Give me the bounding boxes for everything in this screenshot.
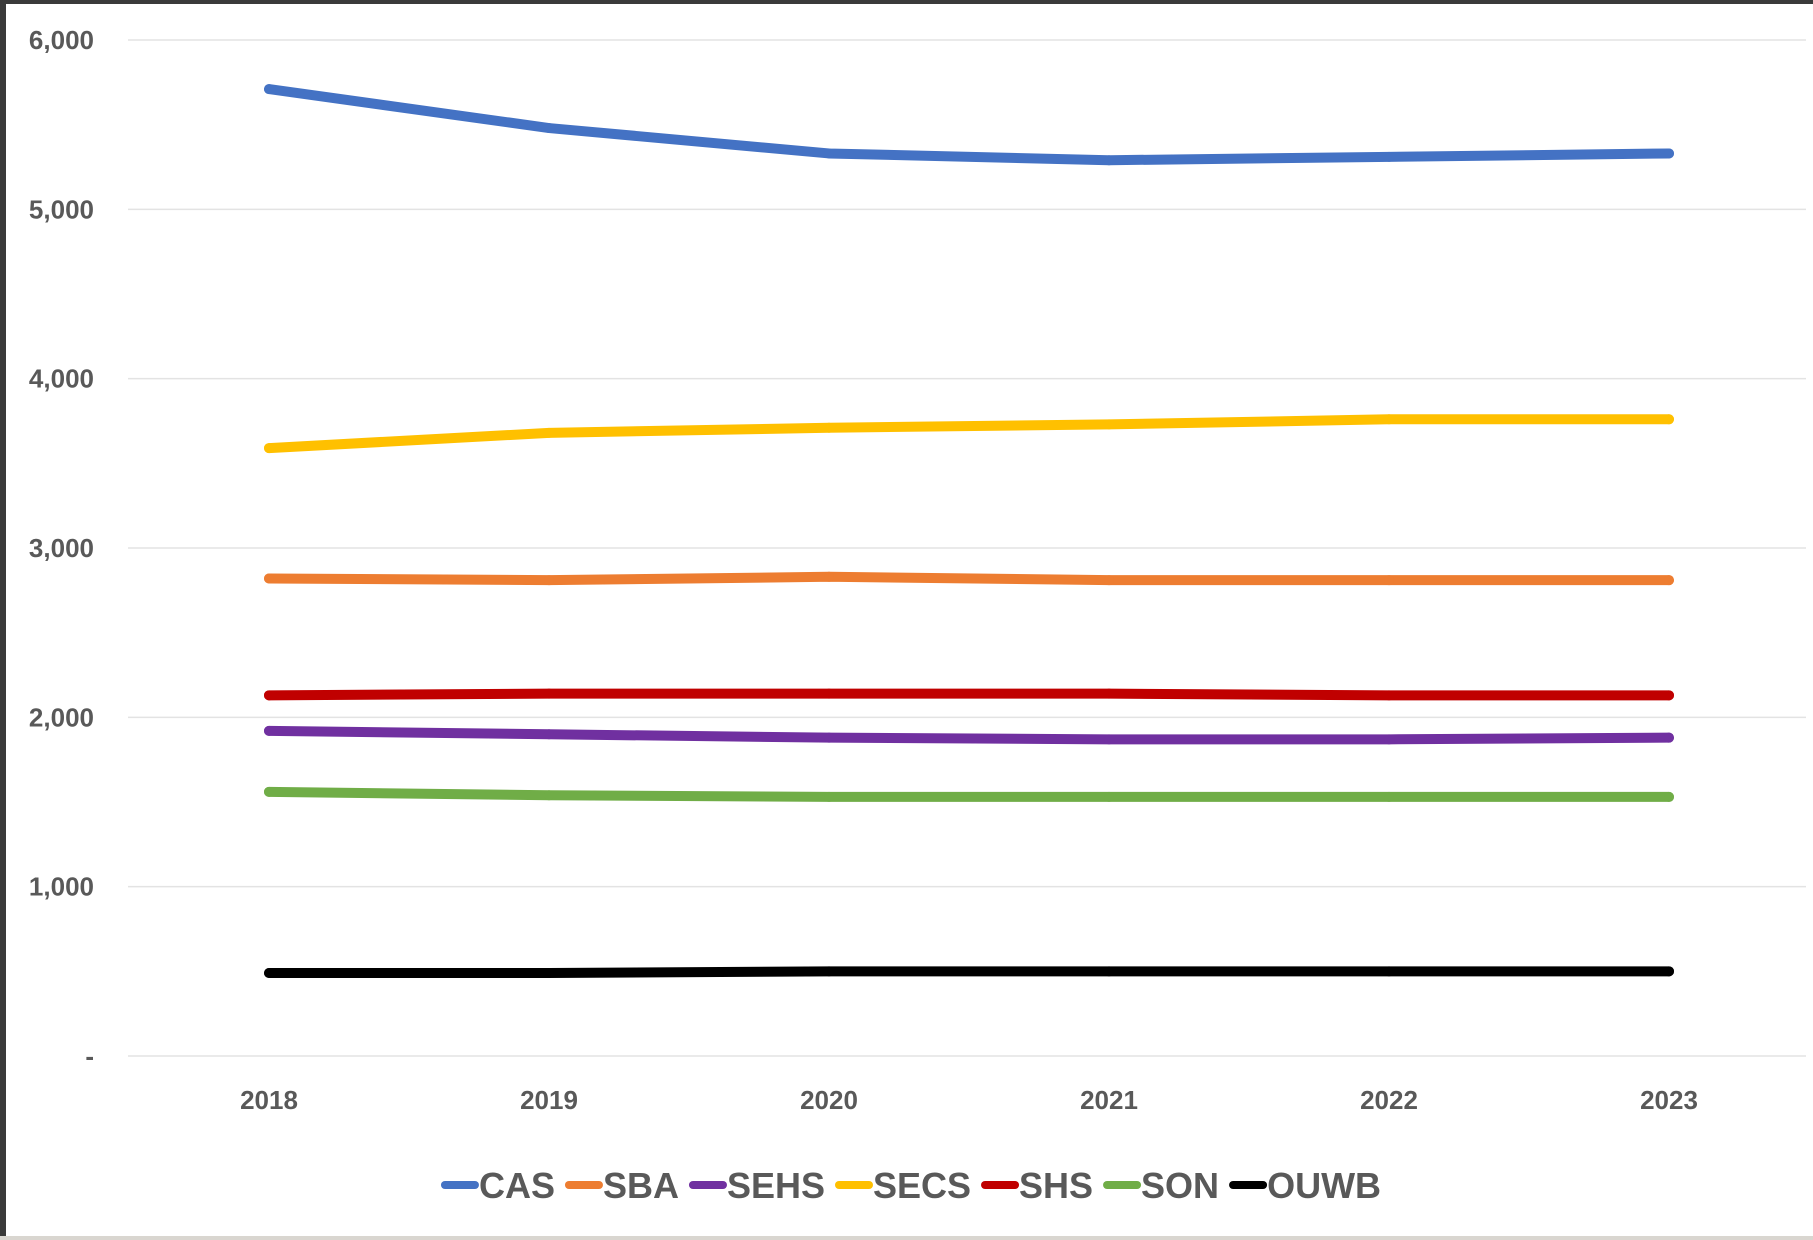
- data-point-secs: [264, 443, 274, 454]
- legend-label-sehs: SEHS: [727, 1165, 825, 1206]
- y-tick-label: 6,000: [29, 25, 94, 55]
- y-tick-label: 2,000: [29, 702, 94, 732]
- x-axis-ticks: 2018 2019 2020 2021 2022 2023: [240, 1085, 1698, 1115]
- data-point-ouwb: [264, 968, 274, 979]
- data-point-cas: [544, 123, 554, 134]
- legend-label-secs: SECS: [873, 1165, 971, 1206]
- data-point-sba: [1384, 575, 1394, 586]
- data-point-sba: [264, 573, 274, 584]
- data-point-secs: [1104, 419, 1114, 430]
- legend-label-ouwb: OUWB: [1267, 1165, 1381, 1206]
- data-point-cas: [824, 148, 834, 159]
- data-point-cas: [1104, 155, 1114, 166]
- data-point-shs: [264, 690, 274, 701]
- y-axis-ticks: - 1,000 2,000 3,000 4,000 5,000 6,000: [29, 25, 94, 1071]
- data-point-shs: [544, 688, 554, 699]
- series-line-sehs: [264, 725, 1674, 745]
- series-line-secs: [264, 414, 1674, 454]
- data-point-ouwb: [1104, 966, 1114, 977]
- gridlines: [128, 39, 1806, 1057]
- x-tick-label: 2020: [800, 1085, 858, 1115]
- data-point-sehs: [1384, 734, 1394, 745]
- data-point-sba: [824, 571, 834, 582]
- y-tick-label: 1,000: [29, 872, 94, 902]
- y-tick-label: 3,000: [29, 533, 94, 563]
- data-point-sehs: [824, 732, 834, 743]
- data-point-secs: [544, 427, 554, 438]
- x-tick-label: 2019: [520, 1085, 578, 1115]
- data-point-son: [1384, 791, 1394, 802]
- x-tick-label: 2018: [240, 1085, 298, 1115]
- data-point-sehs: [264, 725, 274, 736]
- data-point-cas: [1384, 151, 1394, 162]
- legend: CAS SBA SEHS SECS SHS SON OUWB: [440, 1165, 1381, 1206]
- x-tick-label: 2021: [1080, 1085, 1138, 1115]
- data-point-sehs: [544, 729, 554, 740]
- data-point-secs: [1664, 414, 1674, 425]
- data-point-son: [1664, 791, 1674, 802]
- series-line-sba: [264, 571, 1674, 586]
- data-point-shs: [1384, 690, 1394, 701]
- y-tick-label: 5,000: [29, 194, 94, 224]
- data-point-cas: [264, 84, 274, 95]
- legend-label-sba: SBA: [603, 1165, 679, 1206]
- y-tick-label: 4,000: [29, 364, 94, 394]
- data-point-son: [1104, 791, 1114, 802]
- x-tick-label: 2023: [1640, 1085, 1698, 1115]
- data-point-son: [264, 786, 274, 797]
- y-tick-label: -: [85, 1041, 94, 1071]
- data-point-shs: [1104, 688, 1114, 699]
- series-line-ouwb: [264, 966, 1674, 979]
- data-point-shs: [1664, 690, 1674, 701]
- x-tick-label: 2022: [1360, 1085, 1418, 1115]
- data-point-shs: [824, 688, 834, 699]
- data-point-sba: [1664, 575, 1674, 586]
- line-chart: - 1,000 2,000 3,000 4,000 5,000 6,000 2018 2019…: [29, 25, 1806, 1206]
- data-point-cas: [1664, 148, 1674, 159]
- legend-label-cas: CAS: [479, 1165, 555, 1206]
- data-point-sba: [1104, 575, 1114, 586]
- data-point-sehs: [1664, 732, 1674, 743]
- data-point-secs: [824, 422, 834, 433]
- data-point-son: [824, 791, 834, 802]
- data-point-ouwb: [1384, 966, 1394, 977]
- series-line-son: [264, 786, 1674, 802]
- legend-label-son: SON: [1141, 1165, 1219, 1206]
- data-point-son: [544, 790, 554, 801]
- data-point-sba: [544, 575, 554, 586]
- data-point-ouwb: [824, 966, 834, 977]
- legend-label-shs: SHS: [1019, 1165, 1093, 1206]
- series-line-shs: [264, 688, 1674, 701]
- series-line-cas: [264, 84, 1674, 166]
- data-point-ouwb: [544, 968, 554, 979]
- series-lines: [264, 84, 1674, 979]
- data-point-ouwb: [1664, 966, 1674, 977]
- data-point-secs: [1384, 414, 1394, 425]
- data-point-sehs: [1104, 734, 1114, 745]
